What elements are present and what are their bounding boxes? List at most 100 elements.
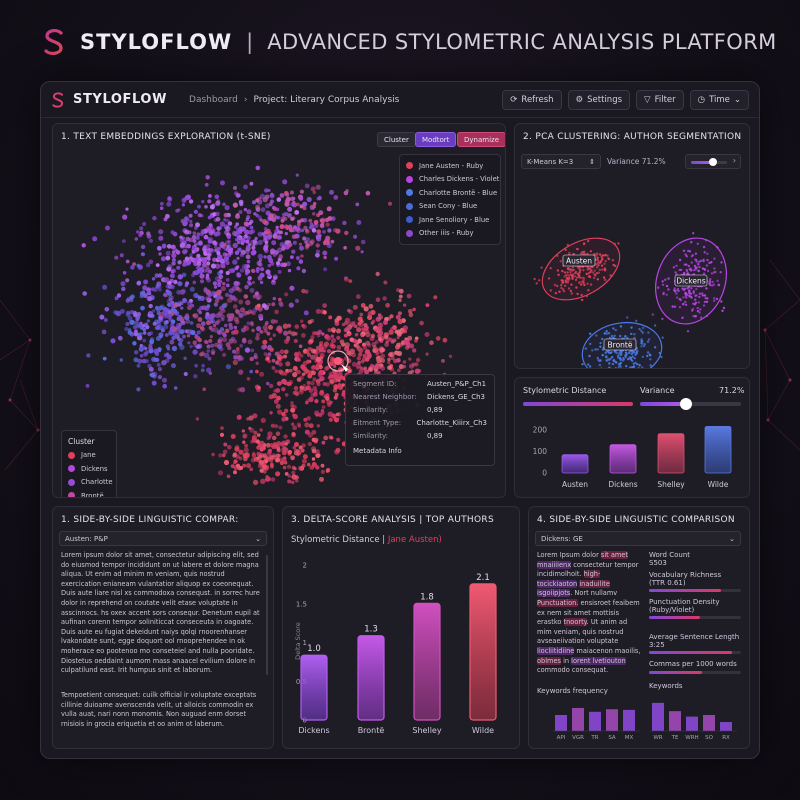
- stylo-slider-knob[interactable]: [680, 398, 693, 410]
- pca-point: [660, 355, 663, 359]
- tsne-point: [252, 200, 256, 205]
- legend-top-item[interactable]: Charlotte Brontë - Blue: [406, 186, 497, 200]
- stylo-variance-slider[interactable]: [640, 398, 741, 410]
- pca-cluster-dickens[interactable]: Dickens: [644, 228, 738, 334]
- legend-top-item[interactable]: Jane Austen - Ruby: [406, 159, 494, 173]
- tsne-point: [344, 333, 348, 338]
- tsne-point: [237, 247, 242, 252]
- chip-dynamize[interactable]: Dynamize: [457, 132, 505, 147]
- tsne-point: [219, 432, 225, 437]
- stylo-xtick: Shelley: [657, 480, 685, 489]
- tsne-point: [275, 457, 281, 463]
- commas-bar: [649, 671, 741, 674]
- legend-bottom-item[interactable]: Brontë: [68, 489, 110, 497]
- pca-cluster-brontë[interactable]: Brontë: [578, 316, 667, 369]
- tsne-point: [234, 446, 240, 452]
- toolbar-actions: ⟳ Refresh ⚙ Settings ▽ Filter ◷ Time ⌄: [502, 89, 749, 110]
- tsne-point: [198, 270, 203, 275]
- tsne-point: [398, 364, 404, 370]
- pca-point: [570, 292, 573, 295]
- pca-point: [632, 365, 635, 368]
- pca-point: [711, 284, 714, 287]
- pca-point: [665, 293, 668, 296]
- legend-bottom-item[interactable]: Jane: [68, 449, 110, 463]
- tsne-point: [156, 325, 160, 330]
- filter-button[interactable]: ▽ Filter: [636, 89, 684, 110]
- tsne-point: [355, 202, 360, 207]
- tsne-point: [271, 302, 276, 307]
- pca-slider[interactable]: ›: [685, 154, 741, 169]
- tsne-point: [206, 304, 211, 308]
- tsne-point: [267, 431, 273, 437]
- tsne-point: [143, 331, 147, 335]
- tsne-scatter-plot[interactable]: [53, 124, 506, 498]
- tsne-point: [243, 221, 249, 227]
- kmeans-select[interactable]: K-Means K=3 ⇕: [521, 154, 601, 169]
- settings-button[interactable]: ⚙ Settings: [567, 89, 631, 110]
- tsne-point: [197, 317, 203, 322]
- stylo-slider-fill: [640, 402, 687, 406]
- pca-cluster-austen[interactable]: Austen: [532, 225, 631, 312]
- pca-point: [722, 306, 726, 310]
- tsne-point: [246, 463, 251, 469]
- tsne-point: [266, 254, 272, 260]
- vocab-sub: (TTR 0.61): [649, 579, 686, 587]
- legend-top-item[interactable]: Sean Cony - Blue: [406, 200, 494, 214]
- legend-top-item[interactable]: Charles Dickens - Violet: [406, 173, 499, 187]
- tsne-point: [258, 455, 263, 460]
- tsne-point: [249, 288, 255, 293]
- pca-point: [600, 367, 603, 368]
- tsne-point: [292, 404, 297, 410]
- pca-point: [604, 259, 607, 263]
- legend-top-item[interactable]: Jane Senoliory - Blue: [406, 213, 494, 227]
- pca-point: [575, 271, 578, 274]
- tsne-point: [187, 305, 192, 311]
- tsne-point: [218, 274, 224, 280]
- pca-point: [710, 261, 713, 264]
- pca-point: [702, 245, 706, 249]
- pca-point: [631, 359, 634, 362]
- tsne-point: [389, 327, 394, 331]
- tsne-point: [216, 250, 221, 255]
- compare-right-select[interactable]: Dickens: GE ⌄: [535, 531, 741, 546]
- brand-separator: |: [246, 30, 254, 54]
- tsne-point: [261, 219, 268, 225]
- legend-bottom-item[interactable]: Dickens: [68, 462, 110, 476]
- legend-top-item[interactable]: Other iiis - Ruby: [406, 227, 494, 241]
- tsne-point: [196, 323, 202, 329]
- tsne-point: [234, 191, 239, 196]
- app-logo-icon[interactable]: [51, 91, 65, 109]
- keywords-frequency-label: Keywords frequency: [537, 687, 608, 695]
- tsne-point: [209, 335, 213, 339]
- tsne-point: [206, 367, 212, 373]
- tsne-point: [310, 348, 316, 354]
- tsne-point: [240, 238, 246, 244]
- chip-modtort[interactable]: Modtort: [415, 132, 457, 147]
- legend-bottom-item[interactable]: Charlotte: [68, 476, 113, 490]
- tsne-point: [193, 249, 198, 253]
- breadcrumb-dashboard[interactable]: Dashboard: [189, 94, 238, 105]
- tsne-point: [242, 433, 248, 439]
- pca-point: [582, 250, 586, 253]
- tsne-point: [307, 319, 312, 325]
- tsne-point: [141, 290, 146, 295]
- refresh-button[interactable]: ⟳ Refresh: [502, 89, 562, 110]
- pca-point: [685, 255, 688, 258]
- compare-left-select[interactable]: Austen: P&P ⌄: [59, 531, 267, 546]
- tsne-point: [219, 221, 226, 227]
- tsne-point: [251, 245, 256, 250]
- time-button[interactable]: ◷ Time ⌄: [689, 89, 749, 110]
- tooltip-value: 0,89: [427, 406, 443, 414]
- tsne-point: [328, 417, 333, 422]
- pca-point: [646, 340, 650, 343]
- tsne-point: [287, 268, 292, 273]
- tsne-point: [248, 415, 254, 421]
- tsne-selected-point[interactable]: [334, 357, 342, 365]
- pca-point: [614, 328, 617, 332]
- pca-point: [696, 310, 700, 313]
- pca-slider-knob[interactable]: [709, 158, 718, 166]
- breadcrumb-project[interactable]: Project: Literary Corpus Analysis: [253, 94, 400, 105]
- compare-left-scrollbar[interactable]: [266, 555, 268, 675]
- app-name: STYLOFLOW: [73, 92, 168, 107]
